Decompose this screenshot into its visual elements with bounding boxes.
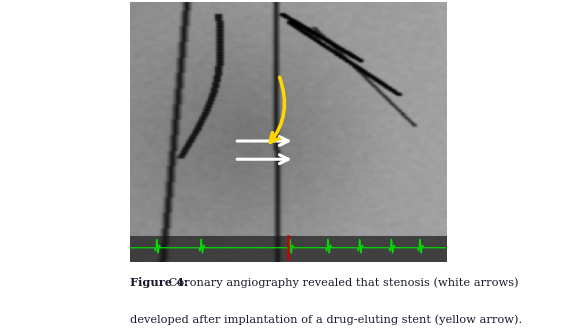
Text: Figure 4:: Figure 4:	[130, 277, 188, 288]
Text: Coronary angiography revealed that stenosis (white arrows): Coronary angiography revealed that steno…	[165, 277, 519, 288]
Text: developed after implantation of a drug-eluting stent (yellow arrow).: developed after implantation of a drug-e…	[130, 314, 522, 325]
